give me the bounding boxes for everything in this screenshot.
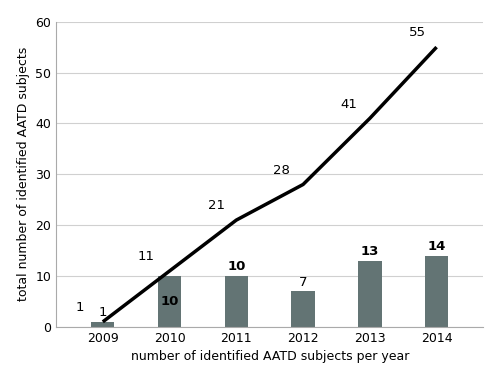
Bar	[425, 256, 448, 327]
Text: 14: 14	[428, 240, 446, 253]
Text: 7: 7	[299, 276, 308, 289]
Bar	[224, 276, 248, 327]
Text: 21: 21	[208, 200, 225, 212]
Text: 1: 1	[75, 301, 84, 314]
Y-axis label: total number of identified AATD subjects: total number of identified AATD subjects	[16, 47, 30, 301]
Bar	[158, 276, 182, 327]
Text: 55: 55	[410, 27, 426, 40]
Text: 11: 11	[138, 250, 154, 263]
Bar	[91, 322, 114, 327]
Text: 13: 13	[360, 245, 379, 258]
Text: 41: 41	[340, 98, 357, 111]
Bar	[358, 261, 382, 327]
Text: 28: 28	[274, 164, 290, 177]
Text: 1: 1	[98, 306, 107, 319]
Text: 10: 10	[227, 261, 246, 274]
Text: 10: 10	[160, 295, 179, 308]
Bar	[292, 291, 315, 327]
X-axis label: number of identified AATD subjects per year: number of identified AATD subjects per y…	[130, 350, 409, 363]
